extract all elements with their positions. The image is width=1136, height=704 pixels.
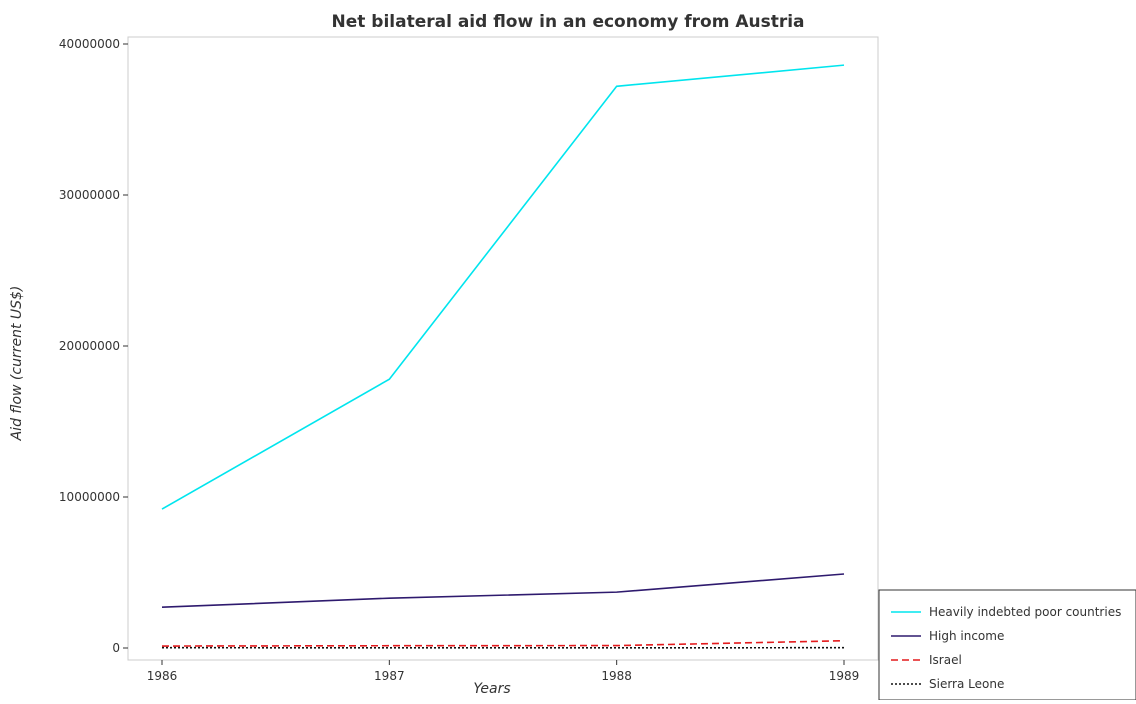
y-tick-label: 0 [112, 641, 120, 655]
legend-label: Heavily indebted poor countries [929, 605, 1121, 619]
series-line-high-income [162, 574, 844, 607]
x-tick-label: 1986 [147, 669, 178, 683]
y-tick-label: 30000000 [59, 188, 120, 202]
legend-label: High income [929, 629, 1004, 643]
x-tick-label: 1987 [374, 669, 405, 683]
series-line-israel [162, 641, 844, 646]
chart-title: Net bilateral aid flow in an economy fro… [331, 12, 804, 32]
legend-label: Israel [929, 653, 962, 667]
x-tick-label: 1989 [829, 669, 860, 683]
series-line-heavily-indebted-poor-countries [162, 65, 844, 509]
y-axis: 0 10000000 20000000 30000000 40000000 [59, 37, 128, 655]
legend-label: Sierra Leone [929, 677, 1004, 691]
y-tick-label: 10000000 [59, 490, 120, 504]
legend: Heavily indebted poor countries High inco… [879, 590, 1136, 700]
x-tick-label: 1988 [601, 669, 632, 683]
x-axis-label: Years [473, 681, 510, 697]
series-layer [162, 65, 844, 648]
y-axis-label: Aid flow (current US$) [9, 286, 25, 442]
y-tick-label: 20000000 [59, 339, 120, 353]
y-tick-label: 40000000 [59, 37, 120, 51]
plot-area [128, 37, 878, 660]
x-axis: 1986 1987 1988 1989 [147, 660, 860, 683]
